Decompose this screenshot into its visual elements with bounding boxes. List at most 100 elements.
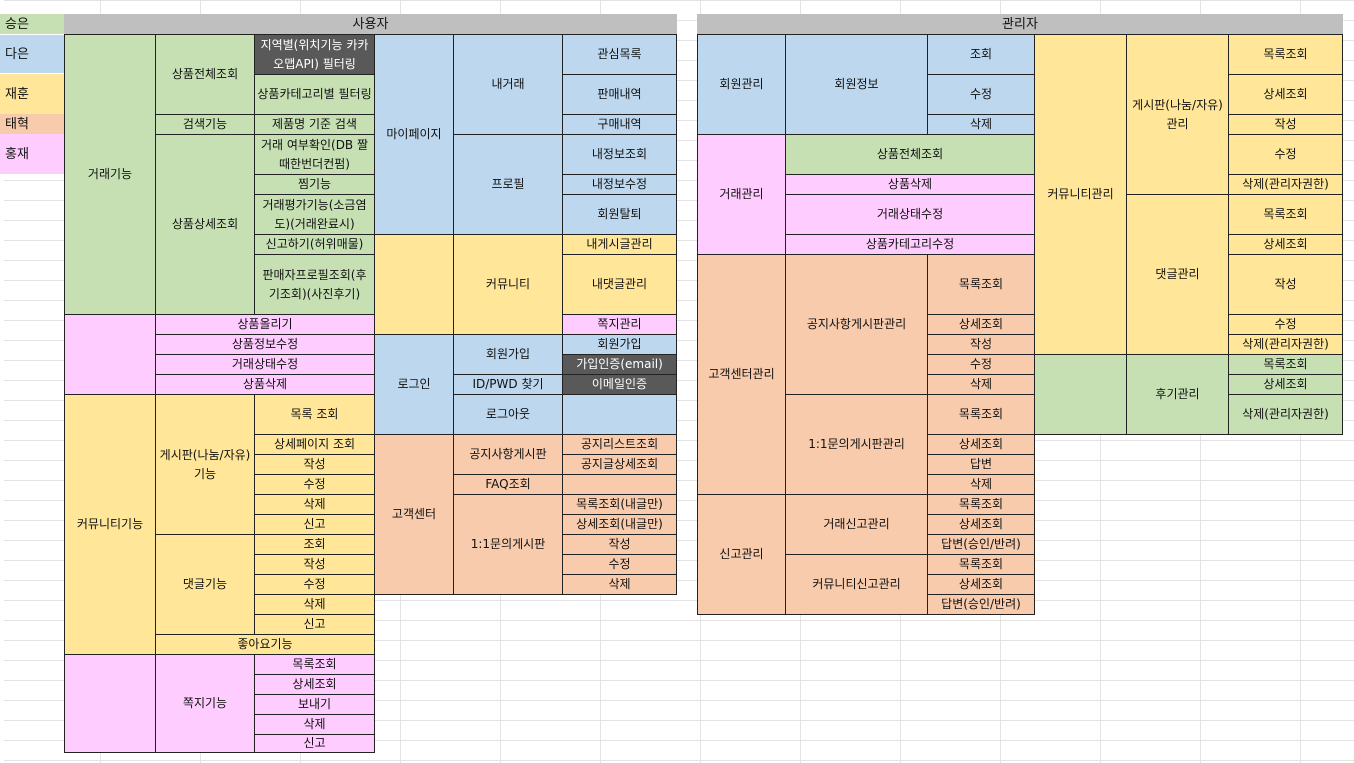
inquiry-board: 1:1문의게시판 [453,494,563,595]
comment-delete: 삭제 [254,594,375,615]
logout-empty [562,394,677,435]
admin-board-delete: 삭제(관리자권한) [1228,174,1343,195]
like-feature: 좋아요기능 [155,634,375,655]
search-feature: 검색기능 [155,114,255,135]
admin-board-mgmt: 게시판(나눔/자유) 관리 [1126,34,1229,195]
find-id-pwd: ID/PWD 찾기 [453,374,563,395]
comment-view: 조회 [254,534,375,555]
admin-trade-mgmt: 거래관리 [697,134,786,255]
my-trades: 내거래 [453,34,563,135]
admin-product-delete: 상품삭제 [785,174,1035,195]
my-comments: 내댓글관리 [562,254,677,315]
admin-comment-list: 목록조회 [1228,194,1343,235]
admin-review-delete: 삭제(관리자권한) [1228,394,1343,435]
seller-profile: 판매자프로필조회(후기조회)(사진후기) [254,254,375,315]
mypage-community-group [374,234,454,335]
message-delete: 삭제 [254,714,375,735]
community-feature: 커뮤니티기능 [64,394,156,655]
inquiry-detail: 상세조회(내글만) [562,514,677,535]
notice-board: 공지사항게시판 [453,434,563,475]
admin-notice-detail: 상세조회 [927,314,1035,335]
admin-community-report-detail: 상세조회 [927,574,1035,595]
mypage: 마이페이지 [374,34,454,235]
my-messages: 쪽지관리 [562,314,677,335]
admin-comment-delete: 삭제(관리자권한) [1228,334,1343,355]
admin-section-header: 관리자 [697,14,1343,34]
board-delete: 삭제 [254,494,375,515]
admin-notice-list: 목록조회 [927,254,1035,315]
report-listing: 신고하기(허위매물) [254,234,375,255]
admin-review-detail: 상세조회 [1228,374,1343,395]
admin-trade-report: 거래신고관리 [785,494,928,555]
inquiry-edit: 수정 [562,554,677,575]
admin-trade-report-answer: 답변(승인/반려) [927,534,1035,555]
admin-comment-write: 작성 [1228,254,1343,315]
admin-trade-report-list: 목록조회 [927,494,1035,515]
faq-empty [562,474,677,495]
admin-board-list: 목록조회 [1228,34,1343,75]
login: 로그인 [374,334,454,435]
admin-review-mgmt: 후기관리 [1126,354,1229,435]
customer-center: 고객센터 [374,434,454,595]
admin-community-report-answer: 답변(승인/반려) [927,594,1035,615]
comment-report: 신고 [254,614,375,635]
board-write: 작성 [254,454,375,475]
email-verify: 가입인증(email) [562,354,677,375]
category-filter: 상품카테고리별 필터링 [254,74,375,115]
wishlist: 관심목록 [562,34,677,75]
admin-report-mgmt: 신고관리 [697,494,786,615]
board-detail-view: 상세페이지 조회 [254,434,375,455]
comment-edit: 수정 [254,574,375,595]
admin-member-view: 조회 [927,34,1035,75]
admin-inquiry-detail: 상세조회 [927,434,1035,455]
trade-rating: 거래평가기능(소금염도)(거래완료시) [254,194,375,235]
legend-hongjae: 홍재 [0,134,64,174]
legend-daeun: 다은 [0,35,64,73]
message-list: 목록조회 [254,654,375,675]
my-info-view: 내정보조회 [562,134,677,175]
admin-comment-detail: 상세조회 [1228,234,1343,255]
trade-feature: 거래기능 [64,34,156,315]
message-send: 보내기 [254,694,375,715]
my-community: 커뮤니티 [453,234,563,335]
admin-trade-status: 거래상태수정 [785,194,1035,235]
legend-seungeun: 승은 [0,14,64,34]
admin-board-edit: 수정 [1228,134,1343,175]
admin-community-mgmt: 커뮤니티관리 [1034,34,1127,355]
admin-product-list: 상품전체조회 [785,134,1035,175]
admin-inquiry-mgmt: 1:1문의게시판관리 [785,394,928,495]
comment-write: 작성 [254,554,375,575]
legend-taehyuk: 태혁 [0,114,64,134]
trade-check: 거래 여부확인(DB 짤때한번더컨펌) [254,134,375,175]
faq-view: FAQ조회 [453,474,563,495]
legend-jaehun: 재훈 [0,74,64,114]
board-edit: 수정 [254,474,375,495]
admin-review-list: 목록조회 [1228,354,1343,375]
row-header-strip [0,0,4,763]
admin-notice-write: 작성 [927,334,1035,355]
user-section-header: 사용자 [64,14,677,34]
admin-inquiry-delete: 삭제 [927,474,1035,495]
admin-member-delete: 삭제 [927,114,1035,135]
message-detail: 상세조회 [254,674,375,695]
admin-community-report: 커뮤니티신고관리 [785,554,928,615]
comment-feature: 댓글기능 [155,534,255,635]
board-feature: 게시판(나눔/자유) 기능 [155,394,255,535]
product-list-view: 상품전체조회 [155,34,255,115]
logout: 로그아웃 [453,394,563,435]
name-search: 제품명 기준 검색 [254,114,375,135]
admin-inquiry-list: 목록조회 [927,394,1035,435]
email-auth: 이메일인증 [562,374,677,395]
board-report: 신고 [254,514,375,535]
admin-comment-mgmt: 댓글관리 [1126,194,1229,355]
admin-notice-mgmt: 공지사항게시판관리 [785,254,928,395]
admin-inquiry-answer: 답변 [927,454,1035,475]
admin-trade-report-detail: 상세조회 [927,514,1035,535]
inquiry-write: 작성 [562,534,677,555]
admin-category-edit: 상품카테고리수정 [785,234,1035,255]
signup: 회원가입 [562,334,677,355]
admin-notice-delete: 삭제 [927,374,1035,395]
admin-notice-edit: 수정 [927,354,1035,375]
notice-list: 공지리스트조회 [562,434,677,455]
admin-board-write: 작성 [1228,114,1343,135]
